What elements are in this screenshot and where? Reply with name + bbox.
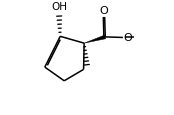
Text: OH: OH (52, 2, 68, 12)
Polygon shape (84, 36, 106, 44)
Text: O: O (124, 33, 132, 43)
Text: O: O (99, 6, 108, 16)
